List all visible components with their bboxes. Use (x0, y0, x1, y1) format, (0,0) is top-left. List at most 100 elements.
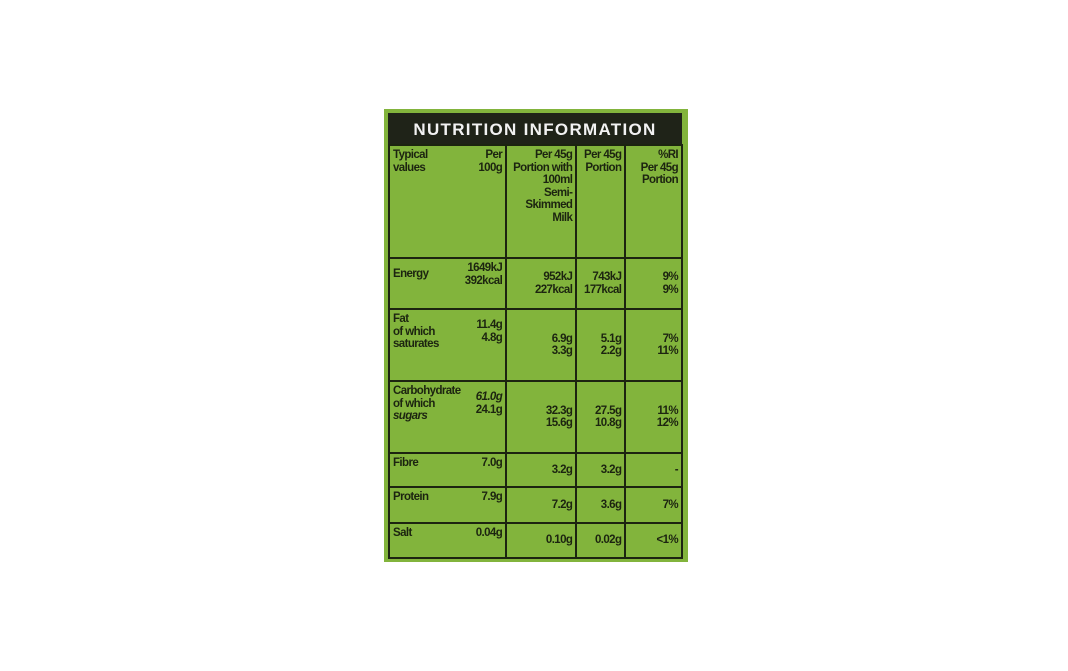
carb-ri-value: 12% (656, 417, 679, 429)
fibre-milk-value: 3.2g (551, 463, 573, 476)
energy-milk-cell: 952kJ 227kcal (505, 257, 578, 310)
protein-ri-cell: 7% (624, 486, 683, 524)
salt-per100: 0.04g (475, 527, 503, 540)
salt-label-cell: Salt 0.04g (387, 522, 508, 559)
protein-milk-cell: 7.2g (505, 486, 578, 524)
salt-label: Salt (393, 527, 412, 540)
header-per-100g: Per 100g (478, 149, 503, 174)
fibre-ri-cell: - (624, 452, 683, 488)
fat-label-value: of which (393, 325, 435, 338)
protein-per100-value: 7.9g (481, 491, 503, 503)
header-line: Portion with (513, 161, 573, 174)
fibre-label-value: Fibre (393, 457, 419, 469)
carb-label-value: Carbohydrate (393, 385, 461, 397)
table-row-fibre: Fibre 7.0g 3.2g 3.2g - (387, 452, 683, 488)
fat-portion-value: 5.1g (600, 332, 622, 345)
carb-per100: 61.0g 24.1g (475, 391, 503, 416)
header-line: Per 45g (584, 149, 622, 161)
protein-ri-value: 7% (662, 498, 679, 511)
table-row-carb: Carbohydrate of which sugars 61.0g 24.1g 32.3… (387, 380, 683, 454)
protein-milk-value: 7.2g (551, 498, 573, 511)
protein-per100: 7.9g (482, 491, 503, 504)
carb-portion-value: 27.5g (594, 404, 622, 417)
carb-ri-cell: 11% 12% (624, 380, 683, 454)
fat-per100-value: 4.8g (481, 331, 503, 344)
carb-label: Carbohydrate of which sugars (393, 385, 461, 423)
header-line: %RI (658, 149, 679, 161)
salt-per100-value: 0.04g (475, 527, 503, 539)
energy-portion-value: 743kJ (592, 271, 622, 283)
nutrition-title: NUTRITION INFORMATION (388, 113, 682, 145)
salt-portion-value: 0.02g (594, 534, 622, 547)
header-line: Portion (585, 161, 622, 174)
fibre-milk-cell: 3.2g (505, 452, 578, 488)
energy-ri-cell: 9% 9% (624, 257, 683, 310)
carb-milk-cell: 32.3g 15.6g (505, 380, 578, 454)
salt-label-value: Salt (393, 527, 412, 539)
fat-label: Fat of which saturates (393, 313, 439, 351)
energy-ri-value: 9% (662, 283, 679, 296)
table-row-protein: Protein 7.9g 7.2g 3.6g 7% (387, 486, 683, 524)
salt-portion-cell: 0.02g (575, 522, 627, 559)
fat-portion-value: 2.2g (600, 345, 622, 357)
energy-per100: 1649kJ 392kcal (464, 262, 503, 287)
header-line: Per 45g (640, 161, 679, 174)
fat-per100-value: 11.4g (476, 319, 503, 332)
carb-portion-value: 10.8g (594, 417, 622, 429)
energy-portion-value: 177kcal (584, 283, 622, 296)
header-line: Milk (552, 211, 573, 224)
fat-ri-cell: 7% 11% (624, 308, 683, 382)
protein-label-cell: Protein 7.9g (387, 486, 508, 524)
header-with-milk: Per 45g Portion with 100ml Semi- Skimmed… (505, 144, 578, 259)
fat-ri-value: 11% (657, 345, 678, 357)
table-row-salt: Salt 0.04g 0.10g 0.02g <1% (387, 522, 683, 559)
fibre-portion-cell: 3.2g (575, 452, 627, 488)
salt-ri-cell: <1% (624, 522, 683, 559)
carb-label-cell: Carbohydrate of which sugars 61.0g 24.1g (387, 380, 508, 454)
energy-per100-value: 392kcal (464, 274, 503, 287)
carb-label-value: of which (393, 397, 435, 410)
table-header-row: Typical values Per 100g Per 45g Portion … (387, 144, 683, 259)
fat-milk-cell: 6.9g 3.3g (505, 308, 578, 382)
carb-per100-value: 61.0g (475, 391, 503, 404)
header-line: Portion (641, 174, 679, 186)
fibre-label-cell: Fibre 7.0g (387, 452, 508, 488)
energy-label-cell: Energy 1649kJ 392kcal (387, 257, 508, 310)
fat-per100: 11.4g 4.8g (476, 319, 502, 344)
carb-milk-value: 32.3g (545, 404, 573, 417)
energy-milk-value: 227kcal (534, 283, 573, 296)
fat-label-cell: Fat of which saturates 11.4g 4.8g (387, 308, 508, 382)
carb-milk-value: 15.6g (545, 417, 573, 429)
fat-label-value: saturates (393, 338, 439, 350)
salt-milk-cell: 0.10g (505, 522, 578, 559)
fibre-per100-value: 7.0g (481, 457, 503, 469)
energy-per100-value: 1649kJ (467, 262, 503, 274)
carb-label-value: sugars (393, 410, 428, 422)
fat-milk-value: 3.3g (551, 345, 573, 357)
fibre-ri-value: - (674, 463, 679, 476)
carb-ri-value: 11% (657, 404, 678, 417)
energy-milk-value: 952kJ (543, 271, 573, 283)
header-line: Semi- (544, 186, 573, 199)
table-row-energy: Energy 1649kJ 392kcal 952kJ 227kcal 743kJ 177k… (387, 257, 683, 310)
header-typical-per100: Typical values Per 100g (387, 144, 508, 259)
energy-label: Energy (393, 268, 429, 281)
protein-label-value: Protein (393, 491, 429, 503)
carb-portion-cell: 27.5g 10.8g (575, 380, 627, 454)
fat-label-value: Fat (393, 313, 409, 325)
protein-portion-cell: 3.6g (575, 486, 627, 524)
header-portion: Per 45g Portion (575, 144, 627, 259)
fibre-per100: 7.0g (482, 457, 503, 470)
protein-label: Protein (393, 491, 429, 504)
header-line: 100ml (542, 174, 573, 186)
fat-ri-value: 7% (662, 332, 679, 345)
fat-portion-cell: 5.1g 2.2g (575, 308, 627, 382)
energy-ri-value: 9% (662, 271, 679, 283)
energy-label-value: Energy (393, 268, 429, 281)
fat-milk-value: 6.9g (551, 332, 573, 345)
salt-milk-value: 0.10g (545, 534, 573, 547)
table-row-fat: Fat of which saturates 11.4g 4.8g 6.9g 3.3g 5.1… (387, 308, 683, 382)
carb-per100-value: 24.1g (475, 403, 503, 416)
nutrition-table: Typical values Per 100g Per 45g Portion … (387, 144, 683, 559)
salt-ri-value: <1% (656, 534, 678, 547)
